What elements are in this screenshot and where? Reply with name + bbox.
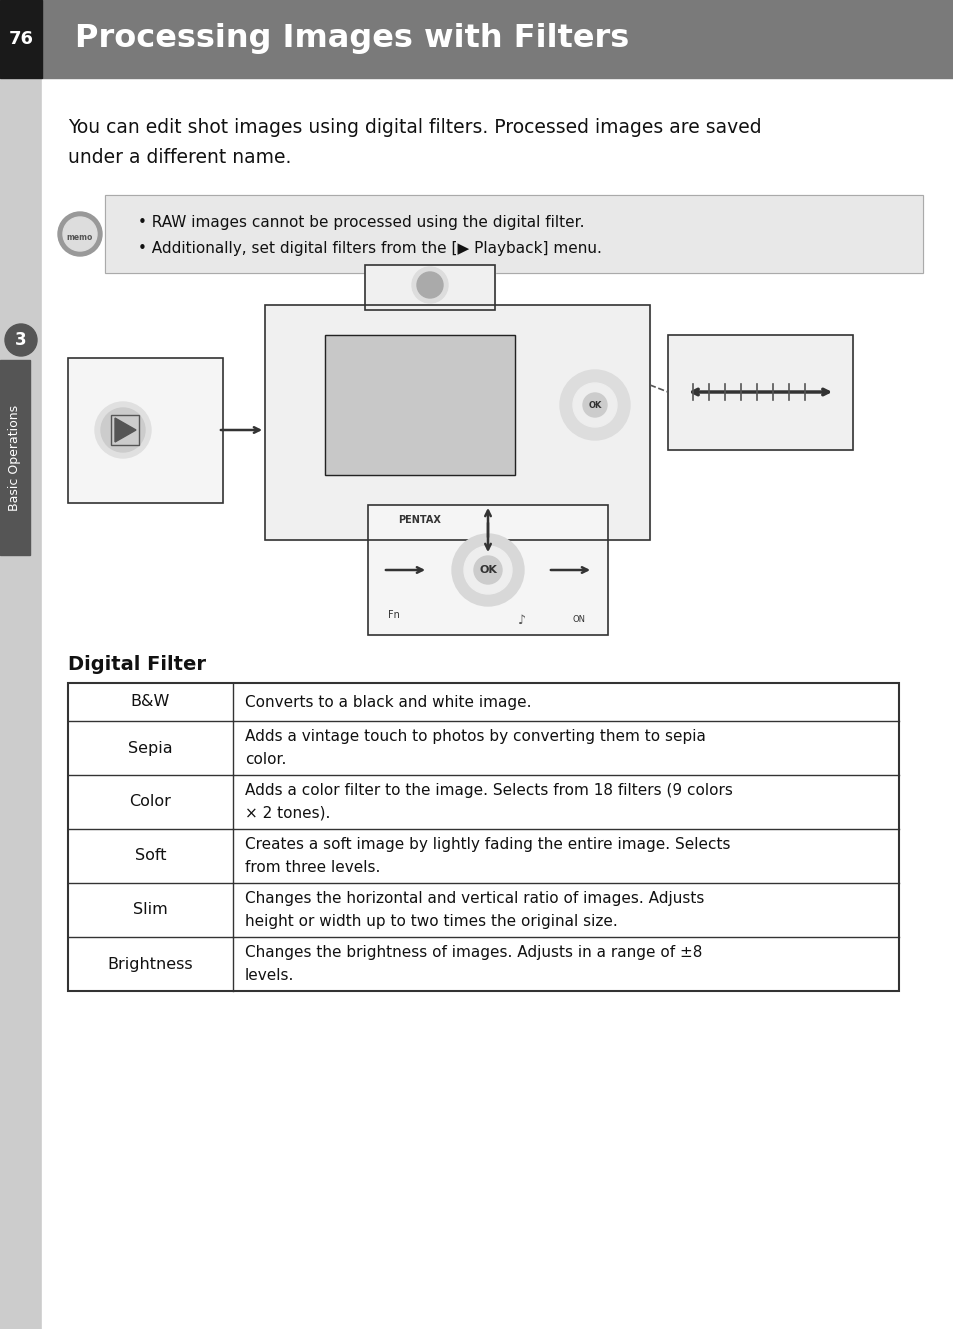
Circle shape xyxy=(63,217,97,251)
Bar xyxy=(265,304,649,540)
Bar xyxy=(105,195,923,272)
Text: Digital Filter: Digital Filter xyxy=(68,655,206,674)
Text: 76: 76 xyxy=(9,31,33,48)
Circle shape xyxy=(416,272,442,298)
Text: Sepia: Sepia xyxy=(128,740,172,755)
Text: memo: memo xyxy=(67,233,93,242)
Bar xyxy=(68,358,223,502)
Circle shape xyxy=(573,383,617,427)
Text: Fn: Fn xyxy=(388,610,399,621)
Circle shape xyxy=(463,546,512,594)
Text: under a different name.: under a different name. xyxy=(68,148,291,167)
Text: from three levels.: from three levels. xyxy=(245,860,380,874)
Circle shape xyxy=(5,324,37,356)
Text: Adds a vintage touch to photos by converting them to sepia: Adds a vintage touch to photos by conver… xyxy=(245,730,705,744)
Circle shape xyxy=(559,369,629,440)
Text: PENTAX: PENTAX xyxy=(398,516,441,525)
Text: OK: OK xyxy=(478,565,497,575)
Text: Soft: Soft xyxy=(134,848,166,864)
Text: Brightness: Brightness xyxy=(108,957,193,971)
Bar xyxy=(365,264,495,310)
Bar xyxy=(42,0,953,78)
Circle shape xyxy=(95,401,151,459)
Bar xyxy=(111,415,139,445)
Text: Basic Operations: Basic Operations xyxy=(9,404,22,510)
Text: 3: 3 xyxy=(15,331,27,350)
Text: ♪: ♪ xyxy=(517,614,525,626)
Text: You can edit shot images using digital filters. Processed images are saved: You can edit shot images using digital f… xyxy=(68,118,760,137)
Text: Changes the brightness of images. Adjusts in a range of ±8: Changes the brightness of images. Adjust… xyxy=(245,945,701,960)
Text: • Additionally, set digital filters from the [▶ Playback] menu.: • Additionally, set digital filters from… xyxy=(138,241,601,256)
Text: Processing Images with Filters: Processing Images with Filters xyxy=(75,24,629,54)
Text: height or width up to two times the original size.: height or width up to two times the orig… xyxy=(245,914,618,929)
Text: color.: color. xyxy=(245,752,286,767)
Bar xyxy=(667,335,852,451)
Bar xyxy=(0,0,42,78)
Bar xyxy=(265,304,649,540)
Text: B&W: B&W xyxy=(131,695,170,710)
Text: Converts to a black and white image.: Converts to a black and white image. xyxy=(245,695,531,710)
Bar xyxy=(365,264,495,310)
Circle shape xyxy=(452,534,523,606)
Circle shape xyxy=(474,556,501,583)
Text: levels.: levels. xyxy=(245,968,294,983)
Text: Adds a color filter to the image. Selects from 18 filters (9 colors: Adds a color filter to the image. Select… xyxy=(245,783,732,799)
Bar xyxy=(0,360,30,556)
Bar xyxy=(368,505,607,635)
Bar xyxy=(368,505,607,635)
Bar xyxy=(68,683,898,991)
Bar xyxy=(0,0,42,1329)
Circle shape xyxy=(412,267,448,303)
Text: Color: Color xyxy=(130,795,172,809)
Circle shape xyxy=(101,408,145,452)
Text: ON: ON xyxy=(573,615,585,625)
Text: OK: OK xyxy=(588,400,601,409)
Bar xyxy=(325,335,515,474)
Text: × 2 tones).: × 2 tones). xyxy=(245,805,330,821)
Bar xyxy=(325,335,515,474)
Bar xyxy=(667,335,852,451)
Bar xyxy=(68,358,223,502)
Text: Creates a soft image by lightly fading the entire image. Selects: Creates a soft image by lightly fading t… xyxy=(245,837,730,852)
Circle shape xyxy=(582,393,606,417)
Text: Slim: Slim xyxy=(133,902,168,917)
Circle shape xyxy=(58,213,102,256)
Bar xyxy=(105,195,923,272)
Text: • RAW images cannot be processed using the digital filter.: • RAW images cannot be processed using t… xyxy=(138,215,584,230)
Text: Changes the horizontal and vertical ratio of images. Adjusts: Changes the horizontal and vertical rati… xyxy=(245,892,703,906)
Polygon shape xyxy=(115,419,136,443)
